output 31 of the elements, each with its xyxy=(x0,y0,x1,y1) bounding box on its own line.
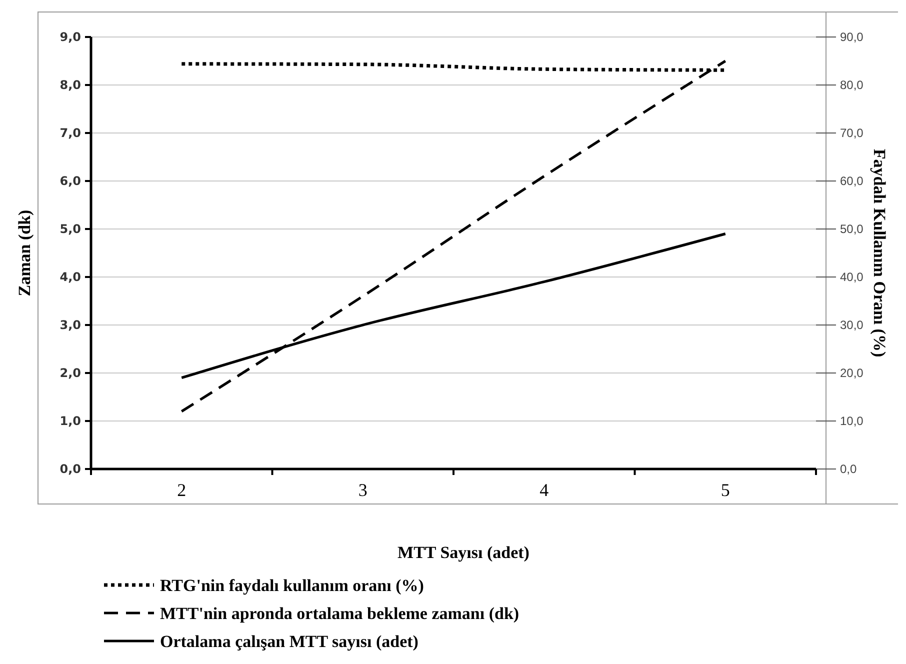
x-tick-label: 2 xyxy=(177,480,186,500)
y-tick-label: 9,0 xyxy=(60,30,81,44)
x-axis-title: MTT Sayısı (adet) xyxy=(398,543,530,562)
legend-label: RTG'nin faydalı kullanım oranı (%) xyxy=(160,576,424,595)
y-tick-label: 2,0 xyxy=(60,366,81,380)
y2-tick-label: 90,0 xyxy=(840,30,864,44)
y-tick-label: 7,0 xyxy=(60,126,81,140)
y2-tick-label: 60,0 xyxy=(840,174,864,188)
y-tick-label: 6,0 xyxy=(60,174,81,188)
legend-label: Ortalama çalışan MTT sayısı (adet) xyxy=(160,632,418,651)
y-tick-label: 8,0 xyxy=(60,78,81,92)
x-tick-label: 4 xyxy=(540,480,549,500)
y2-tick-label: 20,0 xyxy=(840,366,864,380)
line-series xyxy=(180,60,727,413)
legend-label: MTT'nin apronda ortalama bekleme zamanı (dk) xyxy=(160,604,520,623)
y2-tick-label: 50,0 xyxy=(840,222,864,236)
y-tick-label: 3,0 xyxy=(60,318,81,332)
y2-tick-label: 70,0 xyxy=(840,126,864,140)
x-tick-label: 5 xyxy=(720,480,730,500)
y2-tick-label: 80,0 xyxy=(840,78,864,92)
y2-tick-label: 0,0 xyxy=(840,462,858,476)
y-tick-label: 1,0 xyxy=(60,414,81,428)
y-axis-title: Zaman (dk) xyxy=(15,210,34,296)
y2-tick-label: 40,0 xyxy=(840,270,864,284)
y2-tick-label: 30,0 xyxy=(840,318,864,332)
y-tick-label: 4,0 xyxy=(60,270,81,284)
y2-axis-title: Faydalı Kullanım Oranı (%) xyxy=(870,148,889,358)
y2-tick-label: 10,0 xyxy=(840,414,864,428)
y-tick-label: 0,0 xyxy=(60,462,81,476)
x-tick-label: 3 xyxy=(358,480,368,500)
y-tick-label: 5,0 xyxy=(60,222,81,236)
